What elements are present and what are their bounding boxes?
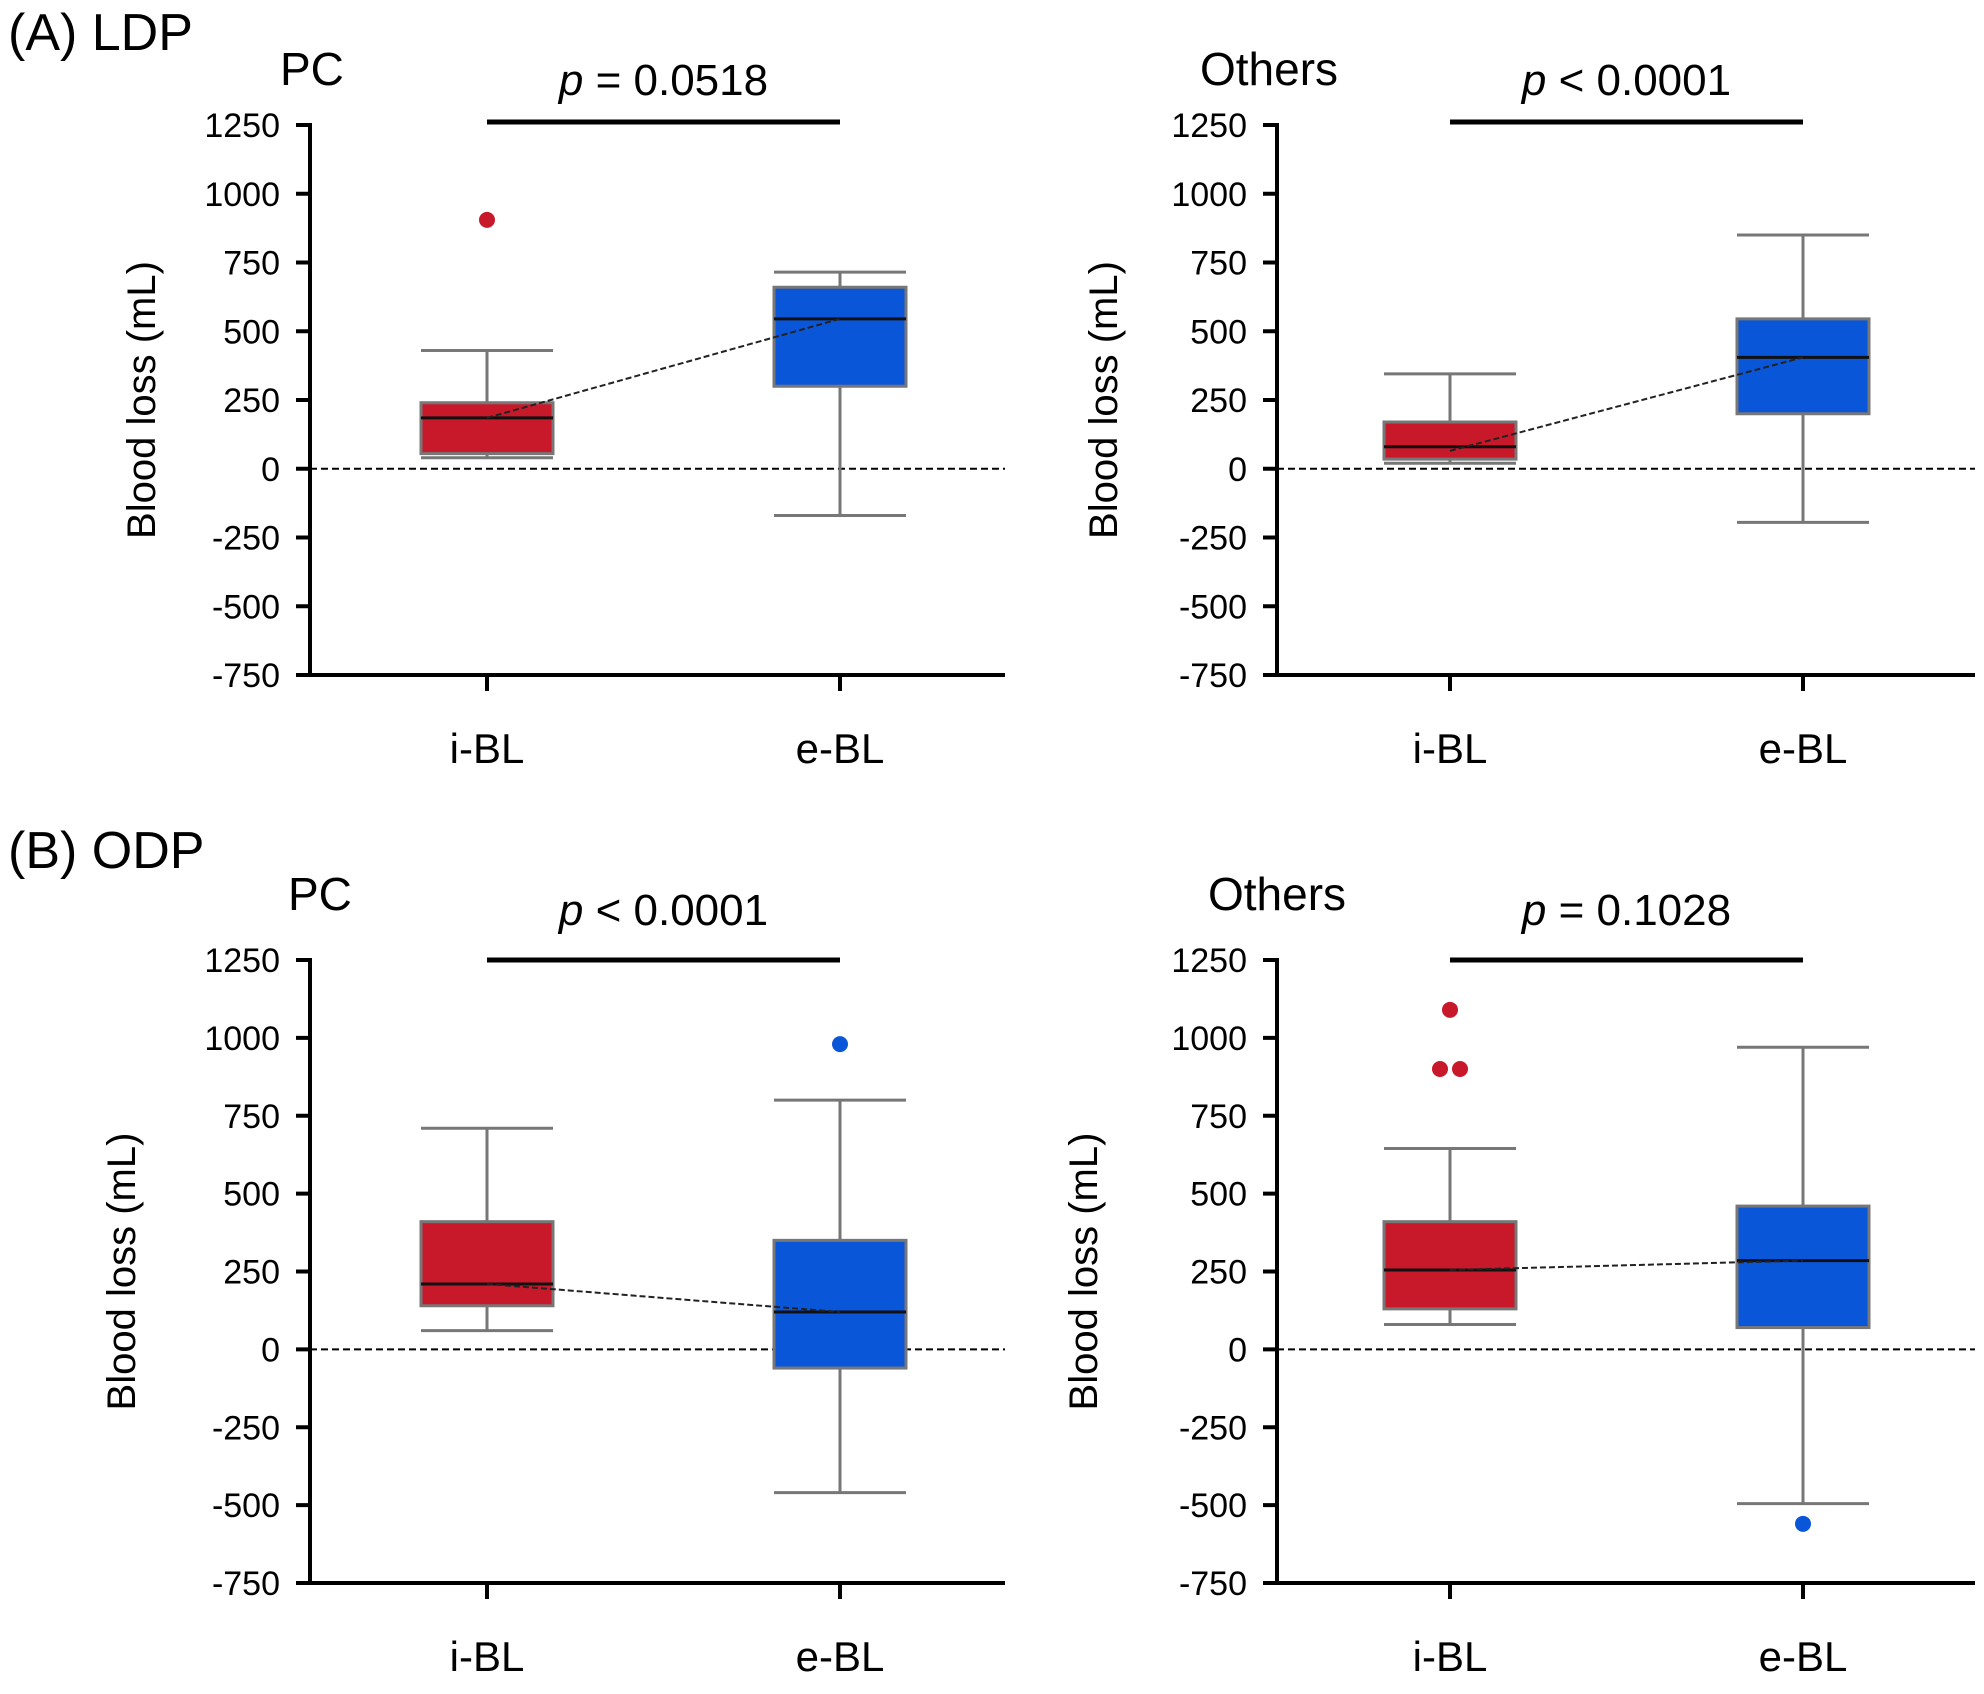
x-tick-label-ebl: e-BL (796, 725, 885, 772)
box-ebl (1735, 233, 1871, 524)
y-tick-label: 1000 (1171, 1020, 1247, 1058)
y-axis-label: Blood loss (mL) (1082, 261, 1126, 539)
y-tick-label: 250 (223, 382, 280, 420)
y-tick-label: 0 (261, 1331, 280, 1369)
box-ebl (772, 270, 908, 517)
p-value: < 0.0001 (1546, 56, 1731, 105)
p-value: = 0.1028 (1546, 886, 1731, 935)
x-tick-label-ibl: i-BL (1413, 725, 1488, 772)
section-label-b: (B) ODP (8, 822, 204, 880)
box-iqr (1735, 1204, 1871, 1330)
panel-title: PC (280, 43, 344, 95)
mean-connector-line (486, 317, 841, 419)
y-tick-label: 1000 (1171, 176, 1247, 214)
panel-1: PC p = 0.0518 1250 1000 750 500 250 0 -250 -500 -7… (120, 43, 1005, 772)
outlier-point (1452, 1061, 1468, 1078)
y-tick-label: 750 (1190, 245, 1247, 283)
y-tick-label: 1250 (204, 942, 280, 980)
y-tick-label: 250 (1190, 1254, 1247, 1292)
x-tick-label-ebl: e-BL (1759, 1633, 1848, 1680)
box-iqr (1735, 317, 1871, 416)
p-symbol: p (1520, 886, 1546, 935)
panel-4: Others p = 0.1028 1250 1000 750 500 250 0 -250 -5… (1062, 868, 1975, 1680)
outlier-point (479, 211, 495, 228)
y-tick-label: 500 (1190, 1176, 1247, 1214)
p-value: < 0.0001 (583, 886, 768, 935)
outlier-point (832, 1036, 848, 1053)
y-axis-label: Blood loss (mL) (120, 261, 164, 539)
y-tick-label: -750 (1179, 657, 1247, 695)
x-tick-label-ibl: i-BL (1413, 1633, 1488, 1680)
y-tick-label: 250 (1190, 382, 1247, 420)
p-symbol: p (557, 56, 583, 105)
p-value-label: p < 0.0001 (1520, 56, 1731, 105)
p-symbol: p (557, 886, 583, 935)
y-tick-label: 500 (223, 313, 280, 351)
box-ebl (1735, 1045, 1871, 1532)
section-label-a: (A) LDP (8, 4, 193, 62)
y-tick-label: 750 (1190, 1098, 1247, 1136)
mean-connector-line (486, 1282, 841, 1313)
y-tick-label: 1250 (1171, 107, 1247, 145)
outlier-point (1432, 1061, 1448, 1078)
panel-3: PC p < 0.0001 1250 1000 750 500 250 0 -250 -500 -7… (100, 868, 1005, 1680)
panel-title: Others (1208, 868, 1346, 920)
panel-title: Others (1200, 43, 1338, 95)
panel-2: Others p < 0.0001 1250 1000 750 500 250 0 -250 -5… (1082, 43, 1975, 772)
box-ibl (1382, 372, 1518, 465)
y-tick-label: -500 (1179, 1487, 1247, 1525)
box-iqr (419, 1220, 555, 1308)
y-tick-label: -500 (212, 1487, 280, 1525)
y-tick-label: -250 (1179, 520, 1247, 558)
x-tick-label-ibl: i-BL (450, 1633, 525, 1680)
box-iqr (1382, 420, 1518, 461)
y-tick-label: 750 (223, 245, 280, 283)
outlier-point (1442, 1001, 1458, 1018)
y-tick-label: -750 (212, 1565, 280, 1603)
mean-connector-line (1449, 1259, 1804, 1271)
outlier-point (1795, 1515, 1811, 1532)
y-tick-label: -500 (1179, 588, 1247, 626)
box-ibl (419, 211, 555, 460)
x-tick-label-ebl: e-BL (796, 1633, 885, 1680)
box-iqr (1382, 1220, 1518, 1311)
y-tick-label: 0 (1228, 1331, 1247, 1369)
y-tick-label: -750 (212, 657, 280, 695)
y-tick-label: 250 (223, 1254, 280, 1292)
panels: PC p = 0.0518 1250 1000 750 500 250 0 -250 -500 -7… (100, 43, 1975, 1680)
mean-connector-line (1449, 356, 1804, 452)
box-ibl (1382, 1001, 1518, 1326)
panel-title: PC (288, 868, 352, 920)
y-tick-label: 750 (223, 1098, 280, 1136)
y-axis-label: Blood loss (mL) (100, 1133, 144, 1411)
y-tick-label: -250 (212, 1409, 280, 1447)
p-value-label: p < 0.0001 (557, 886, 768, 935)
x-tick-label-ebl: e-BL (1759, 725, 1848, 772)
p-value-label: p = 0.0518 (557, 56, 768, 105)
box-ebl (772, 1036, 908, 1495)
box-iqr (772, 285, 908, 388)
y-tick-label: -250 (212, 520, 280, 558)
y-tick-label: 0 (261, 451, 280, 489)
y-tick-label: 0 (1228, 451, 1247, 489)
y-tick-label: -750 (1179, 1565, 1247, 1603)
y-tick-label: -250 (1179, 1409, 1247, 1447)
box-iqr (772, 1238, 908, 1370)
y-tick-label: 1250 (204, 107, 280, 145)
y-tick-label: 1000 (204, 1020, 280, 1058)
y-tick-label: 1250 (1171, 942, 1247, 980)
box-ibl (419, 1126, 555, 1333)
y-tick-label: 500 (223, 1176, 280, 1214)
y-tick-label: 500 (1190, 313, 1247, 351)
box-iqr (419, 401, 555, 456)
p-value: = 0.0518 (583, 56, 768, 105)
y-tick-label: -500 (212, 588, 280, 626)
y-tick-label: 1000 (204, 176, 280, 214)
p-symbol: p (1520, 56, 1546, 105)
x-tick-label-ibl: i-BL (450, 725, 525, 772)
y-axis-label: Blood loss (mL) (1062, 1133, 1106, 1411)
p-value-label: p = 0.1028 (1520, 886, 1731, 935)
